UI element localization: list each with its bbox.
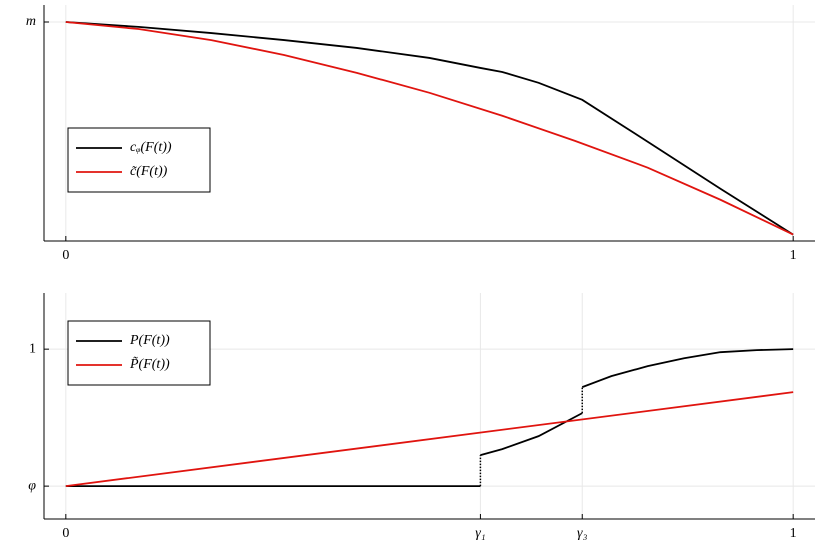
x-tick-label: γ₃	[577, 526, 588, 541]
legend-box	[67, 127, 211, 193]
legend-label: c̃(F(t))	[130, 164, 168, 179]
y-tick-label: m	[26, 14, 36, 29]
series-line	[65, 21, 794, 236]
x-tick-label: 0	[62, 248, 69, 263]
series-line	[65, 348, 794, 488]
x-tick-label: γ₁	[475, 526, 485, 541]
x-tick-label: 1	[790, 248, 797, 263]
series-line	[65, 21, 794, 236]
legend-label: cᵩ(F(t))	[130, 140, 172, 155]
legend-label: P(F(t))	[129, 333, 170, 348]
y-tick-label: φ	[28, 478, 36, 493]
legend-label: P̃(F(t))	[129, 356, 170, 372]
y-tick-label: 1	[29, 341, 36, 356]
legend-box	[67, 320, 211, 386]
x-tick-label: 0	[62, 526, 69, 541]
series-line	[65, 391, 794, 488]
x-tick-label: 1	[790, 526, 797, 541]
